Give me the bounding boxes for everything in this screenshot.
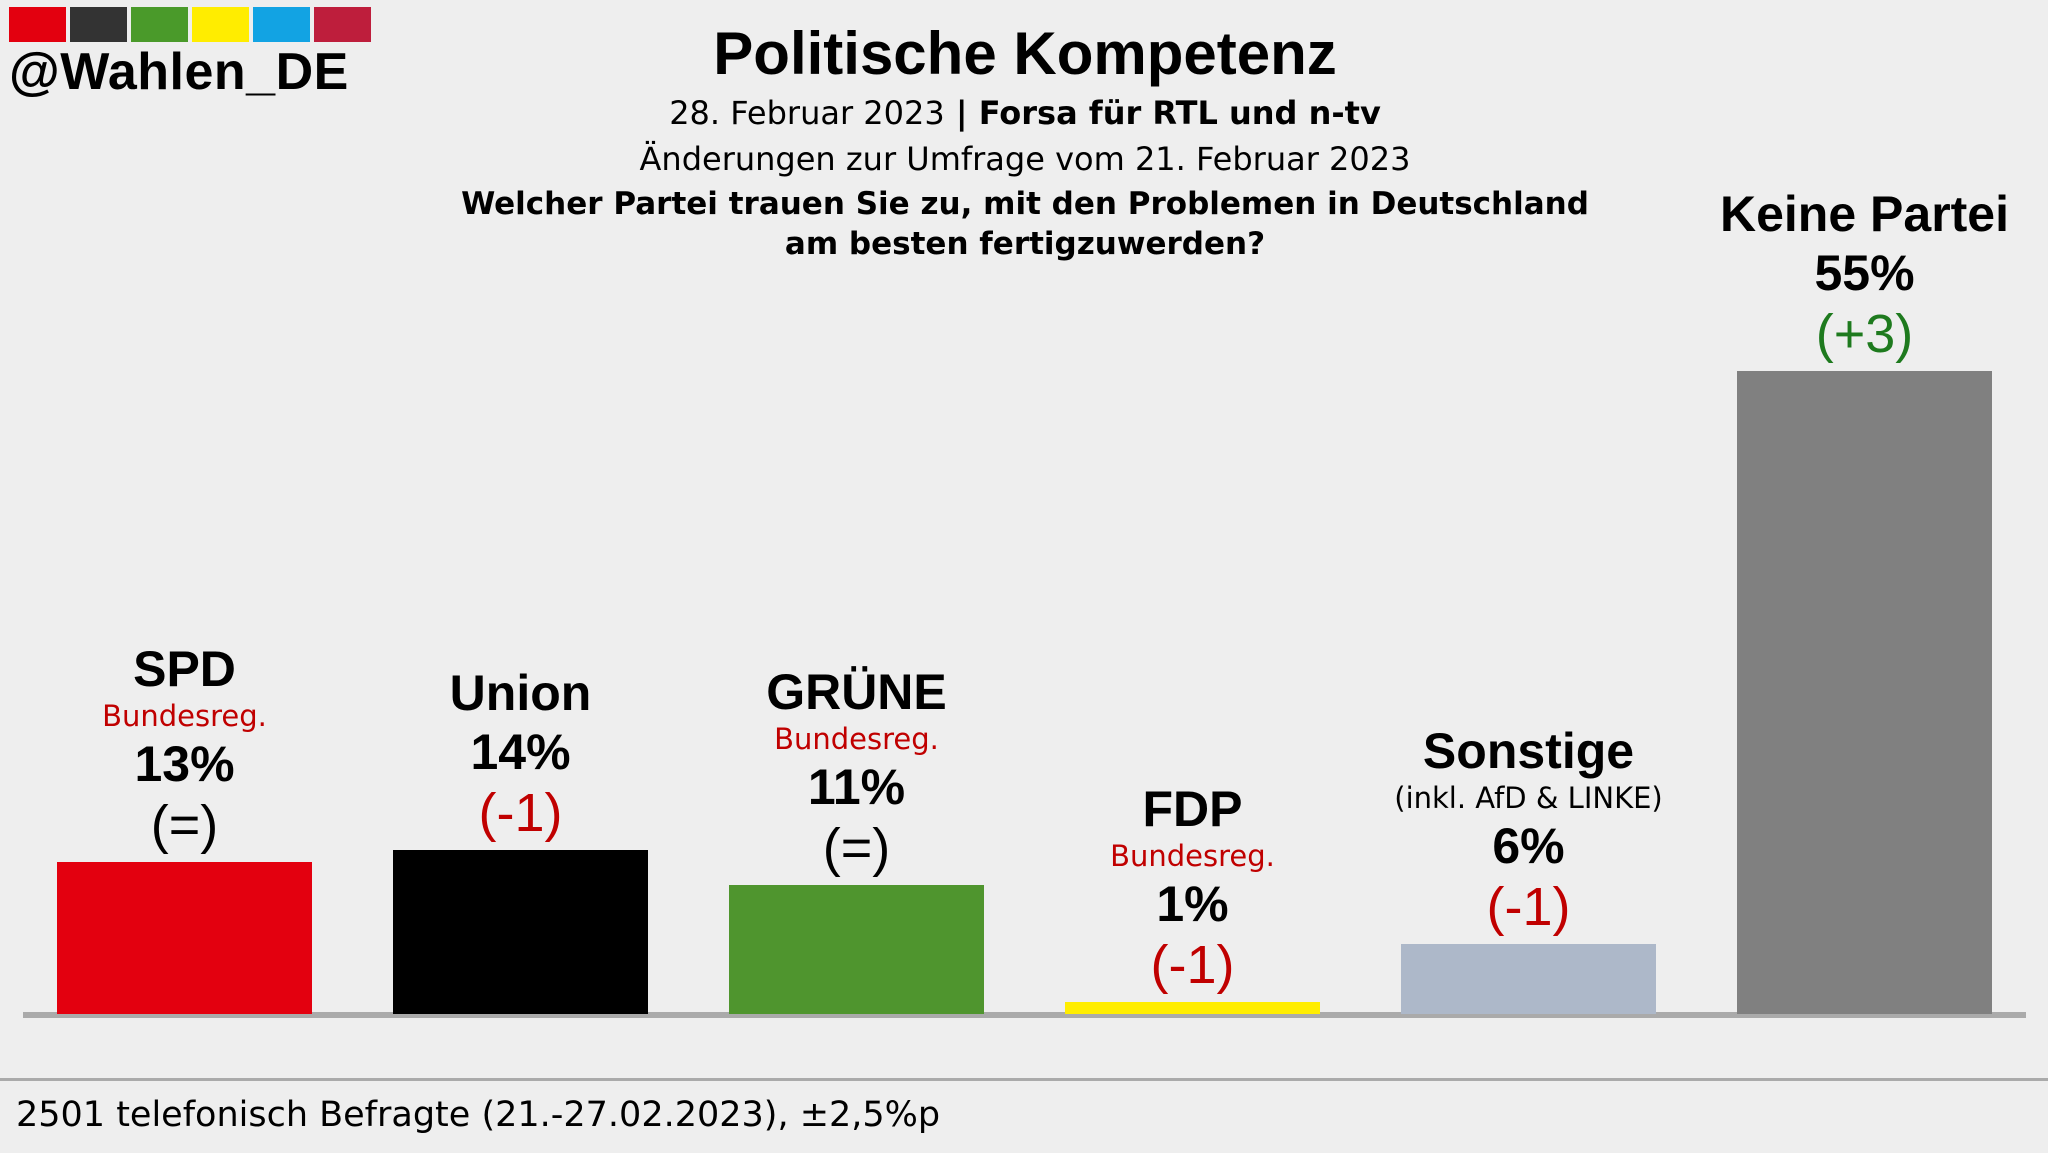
value-label: 11%: [807, 759, 906, 816]
party-name: Keine Partei: [1719, 186, 2009, 242]
question: Welcher Partei trauen Sie zu, mit den Pr…: [430, 184, 1620, 264]
party-note: Bundesreg.: [774, 722, 939, 757]
bar-label-group: Keine Partei 55% (+3): [1695, 185, 2035, 365]
bar-label-group: FDP Bundesreg. 1% (-1): [1023, 780, 1363, 996]
logo-swatch: [192, 7, 249, 42]
logo-color-swatches: [9, 7, 371, 42]
party-note: Bundesreg.: [1110, 839, 1275, 874]
change-label: (+3): [1815, 304, 1914, 364]
party-name: Sonstige: [1422, 722, 1635, 779]
bar-spd: [57, 862, 312, 1014]
question-line-1: Welcher Partei trauen Sie zu, mit den Pr…: [461, 186, 1589, 222]
change-label: (-1): [1150, 935, 1235, 996]
logo-swatch: [314, 7, 371, 42]
bar-keine-partei: [1737, 371, 1992, 1014]
question-line-2: am besten fertigzuwerden?: [784, 226, 1266, 262]
bar-label-group: GRÜNE Bundesreg. 11% (=): [687, 663, 1027, 879]
logo-swatch: [9, 7, 66, 42]
bar-label-group: Sonstige (inkl. AfD & LINKE) 6% (-1): [1359, 722, 1699, 938]
logo-swatch: [70, 7, 127, 42]
party-name: GRÜNE: [766, 664, 947, 721]
poll-source: Forsa für RTL und n-tv: [978, 94, 1381, 132]
logo-handle: @Wahlen_DE: [9, 43, 349, 101]
logo-swatch: [253, 7, 310, 42]
subtitle: 28. Februar 2023 | Forsa für RTL und n-t…: [430, 90, 1620, 136]
x-axis-line: [23, 1012, 2026, 1018]
value-label: 1%: [1156, 876, 1229, 933]
party-note: (inkl. AfD & LINKE): [1394, 780, 1663, 815]
change-label: (-1): [478, 783, 563, 844]
bar-label-group: Union 14% (-1): [351, 664, 691, 844]
changes-note: Änderungen zur Umfrage vom 21. Februar 2…: [639, 140, 1411, 178]
value-label: 13%: [134, 736, 235, 793]
chart-title: Politische Kompetenz: [713, 20, 1337, 87]
change-label: (=): [822, 818, 891, 879]
bar-union: [393, 850, 648, 1014]
bar-fdp: [1065, 1002, 1320, 1014]
party-note: Bundesreg.: [102, 699, 267, 734]
footer-divider: [0, 1078, 2048, 1081]
change-label: (=): [150, 795, 219, 856]
logo: @Wahlen_DE: [9, 7, 371, 100]
chart-header: Politische Kompetenz 28. Februar 2023 | …: [430, 18, 1620, 264]
bar-label-group: SPD Bundesreg. 13% (=): [15, 640, 355, 856]
bar-grüne: [729, 885, 984, 1014]
value-label: 14%: [470, 724, 571, 781]
party-name: SPD: [133, 641, 236, 698]
value-label: 55%: [1814, 245, 1915, 301]
poll-date: 28. Februar 2023: [669, 94, 945, 132]
change-label: (-1): [1486, 876, 1571, 937]
party-name: FDP: [1142, 781, 1243, 838]
bar-sonstige: [1401, 943, 1656, 1014]
logo-swatch: [131, 7, 188, 42]
footer-note: 2501 telefonisch Befragte (21.-27.02.202…: [16, 1095, 941, 1135]
separator: |: [944, 94, 979, 132]
party-name: Union: [449, 665, 592, 722]
value-label: 6%: [1492, 817, 1565, 874]
